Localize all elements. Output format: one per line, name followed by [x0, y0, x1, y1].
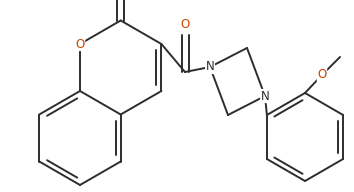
Text: O: O	[75, 37, 85, 50]
Text: O: O	[181, 18, 190, 31]
Text: N: N	[206, 60, 215, 74]
Text: N: N	[261, 89, 269, 103]
Text: O: O	[318, 69, 327, 81]
